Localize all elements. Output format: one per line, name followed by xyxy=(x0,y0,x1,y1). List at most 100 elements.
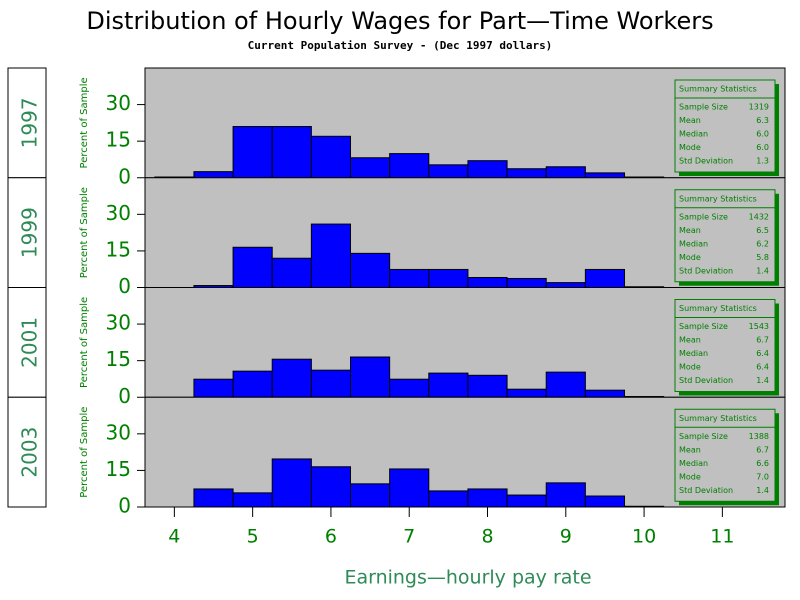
bar xyxy=(545,166,586,179)
bar xyxy=(389,268,430,288)
panel-label: 1997 xyxy=(18,97,42,148)
bar xyxy=(310,369,352,398)
stats-value: 6.2 xyxy=(756,239,769,248)
stats-label: Mode xyxy=(679,253,701,262)
y-axis-label: Percent of Sample xyxy=(79,187,90,278)
stats-value: 6.3 xyxy=(756,116,769,125)
bar xyxy=(389,153,430,179)
y-tick-label: 0 xyxy=(118,494,131,518)
bar xyxy=(467,374,508,398)
stats-value: 6.4 xyxy=(756,363,769,372)
chart-subtitle: Current Population Survey - (Dec 1997 do… xyxy=(248,39,553,52)
stats-title: Summary Statistics xyxy=(679,414,757,423)
bar xyxy=(467,160,508,179)
bar xyxy=(271,257,312,289)
stats-label: Mean xyxy=(679,336,701,345)
stats-value: 6.7 xyxy=(756,445,769,454)
x-tick-label: 8 xyxy=(481,526,493,548)
stats-label: Mode xyxy=(679,143,701,152)
stats-value: 1319 xyxy=(749,103,769,112)
x-tick-label: 6 xyxy=(325,526,337,548)
bar xyxy=(310,135,352,179)
panel-label-box xyxy=(7,67,47,179)
y-tick-label: 15 xyxy=(106,347,131,371)
stats-value: 1543 xyxy=(749,322,769,331)
stats-value: 1388 xyxy=(749,432,769,441)
stats-value: 7.0 xyxy=(756,472,769,481)
y-tick-label: 15 xyxy=(106,457,131,481)
bar xyxy=(193,488,234,508)
stats-value: 1.4 xyxy=(756,266,769,275)
stats-label: Median xyxy=(679,130,708,139)
bar xyxy=(467,277,508,288)
stats-value: 6.0 xyxy=(756,143,769,152)
stats-label: Mean xyxy=(679,116,701,125)
panel-label-box xyxy=(7,177,47,288)
stats-value: 6.0 xyxy=(756,130,769,139)
stats-label: Median xyxy=(679,459,708,468)
stats-title: Summary Statistics xyxy=(679,194,757,203)
bar xyxy=(428,490,469,508)
y-tick-label: 0 xyxy=(118,384,131,408)
stats-label: Sample Size xyxy=(679,322,728,331)
bar xyxy=(232,246,273,288)
stats-label: Mode xyxy=(679,472,701,481)
x-tick-label: 9 xyxy=(560,526,572,548)
bar xyxy=(428,372,469,398)
stats-box xyxy=(674,79,776,173)
stats-box xyxy=(674,299,776,392)
y-axis-label: Percent of Sample xyxy=(79,77,90,168)
stats-value: 1.3 xyxy=(756,157,769,166)
panel-label: 1999 xyxy=(18,207,42,258)
chart-title: Distribution of Hourly Wages for Part—Ti… xyxy=(86,7,713,35)
bar xyxy=(545,371,586,398)
y-tick-label: 0 xyxy=(118,274,131,298)
bar xyxy=(193,378,234,398)
bar xyxy=(545,282,586,289)
bar xyxy=(193,171,234,179)
x-tick-label: 5 xyxy=(247,526,259,548)
bar xyxy=(310,466,352,508)
x-axis-label: Earnings—hourly pay rate xyxy=(344,567,591,589)
stats-label: Mean xyxy=(679,445,701,454)
stats-label: Mode xyxy=(679,363,701,372)
stats-value: 5.8 xyxy=(756,253,769,262)
stats-label: Median xyxy=(679,239,708,248)
panel-label-box xyxy=(7,396,47,508)
bar xyxy=(506,277,547,288)
y-tick-label: 30 xyxy=(106,91,131,115)
bar xyxy=(350,252,391,289)
bar xyxy=(584,172,626,179)
y-tick-label: 30 xyxy=(106,420,131,444)
stats-title: Summary Statistics xyxy=(679,85,757,94)
panel-label-box xyxy=(7,287,47,398)
x-tick-label: 4 xyxy=(168,526,180,548)
bar xyxy=(584,495,626,508)
stats-box xyxy=(674,189,776,283)
stats-label: Std Deviation xyxy=(679,486,733,495)
y-tick-label: 0 xyxy=(118,164,131,188)
bar xyxy=(467,488,508,508)
y-tick-label: 15 xyxy=(106,128,131,152)
bar xyxy=(624,505,665,508)
stats-label: Std Deviation xyxy=(679,376,733,385)
bar xyxy=(232,126,273,179)
stats-value: 6.4 xyxy=(756,349,769,358)
y-tick-label: 15 xyxy=(106,237,131,261)
bar xyxy=(428,164,469,179)
bar xyxy=(271,126,312,179)
bar xyxy=(428,268,469,288)
x-tick-label: 10 xyxy=(632,526,656,548)
stats-label: Std Deviation xyxy=(679,157,733,166)
stats-label: Std Deviation xyxy=(679,266,733,275)
y-tick-label: 30 xyxy=(106,311,131,335)
stats-label: Median xyxy=(679,349,708,358)
bar xyxy=(232,370,273,398)
bar xyxy=(389,378,430,398)
bar xyxy=(506,494,547,508)
y-tick-label: 30 xyxy=(106,201,131,225)
x-tick-label: 7 xyxy=(403,526,415,548)
stats-title: Summary Statistics xyxy=(679,304,757,313)
y-axis-label: Percent of Sample xyxy=(79,407,90,498)
